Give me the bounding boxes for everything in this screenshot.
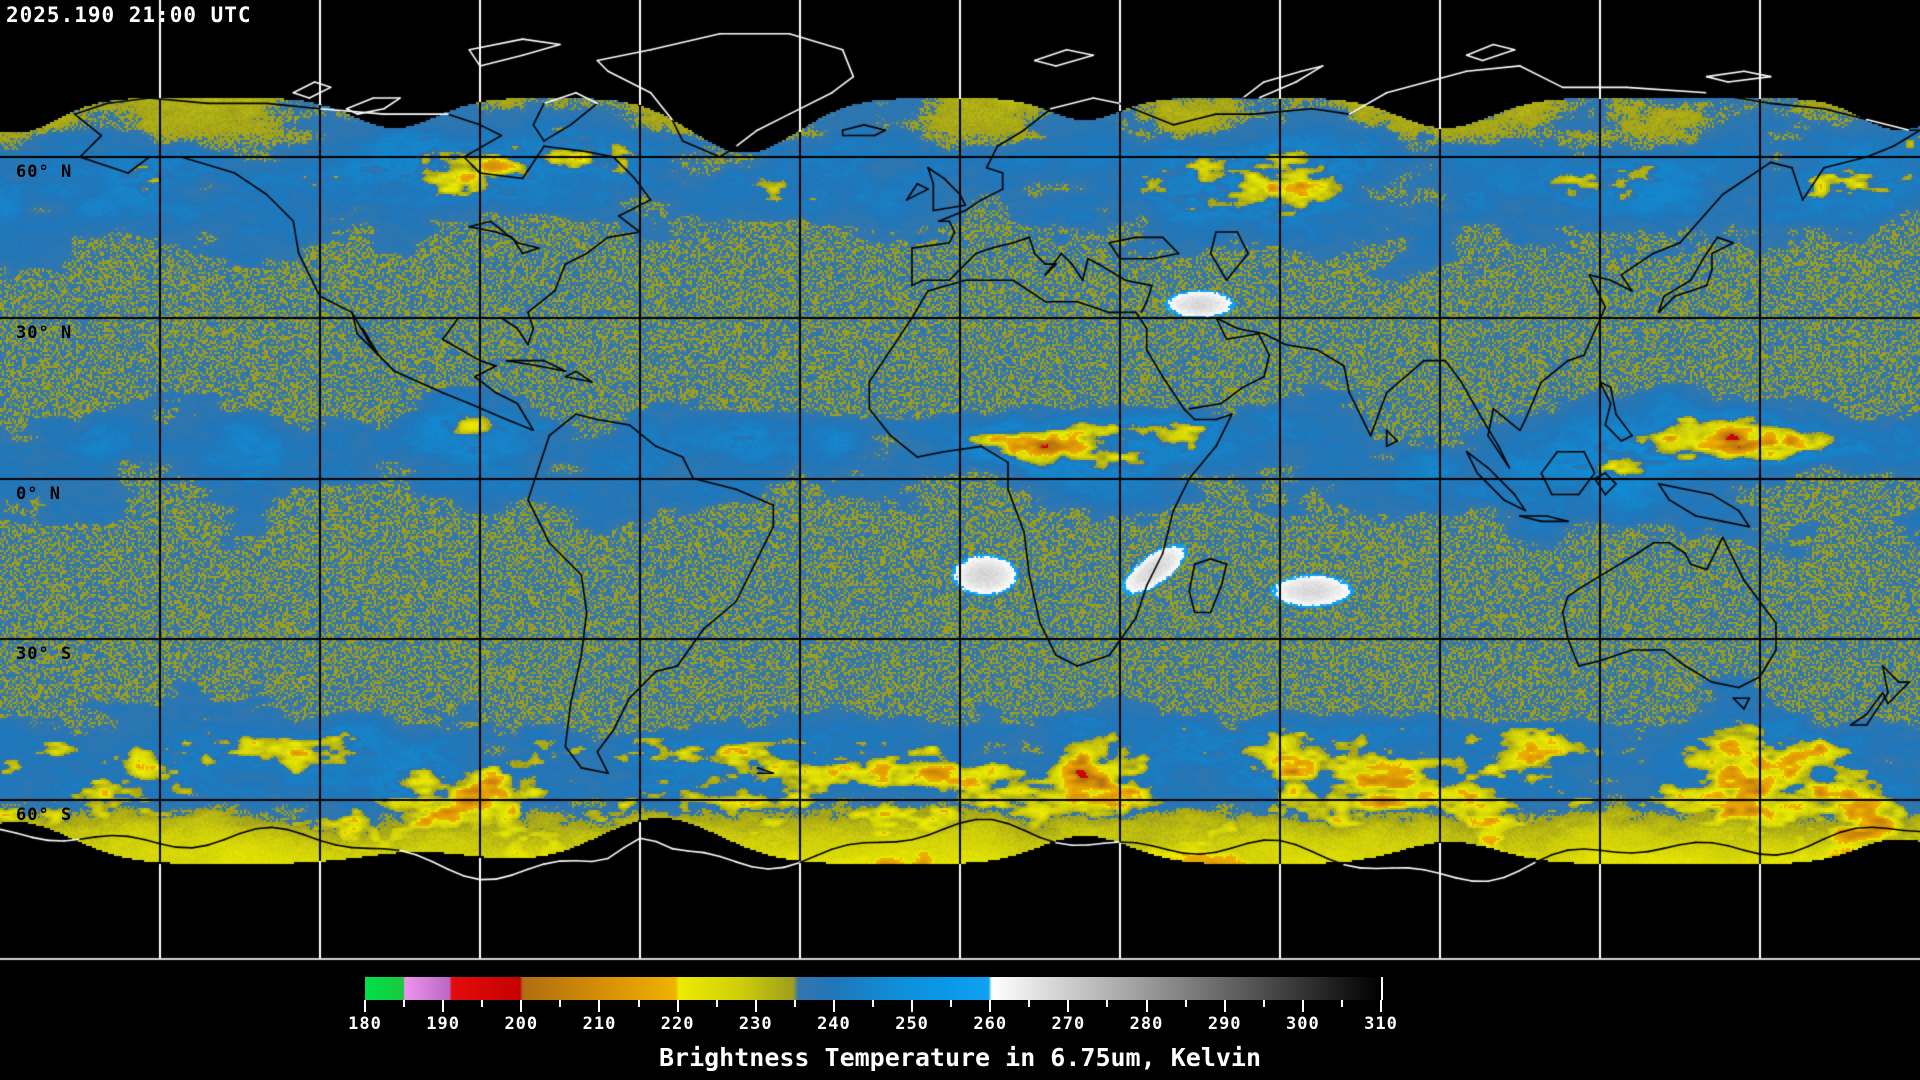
latitude-label: 60° S	[16, 804, 73, 825]
colorbar-tick-label: 290	[1207, 1014, 1242, 1034]
colorbar-tick	[715, 1000, 718, 1007]
colorbar-tick	[559, 1000, 562, 1007]
colorbar-tick-label: 220	[660, 1014, 695, 1034]
colorbar-tick-label: 190	[426, 1014, 460, 1034]
colorbar-tick	[1301, 1000, 1304, 1012]
colorbar-tick	[1380, 1000, 1382, 1012]
colorbar-tick	[832, 1000, 835, 1012]
colorbar-tick-label: 210	[582, 1014, 617, 1034]
colorbar-tick	[676, 1000, 679, 1012]
colorbar-tick	[598, 1000, 601, 1012]
colorbar-tick-label: 180	[348, 1014, 382, 1034]
colorbar: 180 190 200 210 220 230 240 250 260 270 280 290 300 3…	[348, 977, 1397, 1034]
latitude-label: 30° S	[16, 644, 73, 665]
colorbar-tick	[442, 1000, 445, 1012]
colorbar-tick	[637, 1000, 640, 1007]
colorbar-tick	[481, 1000, 484, 1007]
latitude-label: 30° N	[16, 322, 73, 343]
timestamp-label: 2025.190 21:00 UTC	[6, 3, 252, 27]
colorbar-tick-label: 250	[895, 1014, 929, 1034]
colorbar-tick	[1067, 1000, 1070, 1012]
colorbar-tick	[364, 1000, 366, 1012]
colorbar-tick	[950, 1000, 953, 1007]
colorbar-tick	[1340, 1000, 1343, 1007]
colorbar-tick	[754, 1000, 757, 1012]
colorbar-tick	[520, 1000, 523, 1012]
colorbar-tick	[1106, 1000, 1109, 1007]
colorbar-tick-label: 260	[973, 1014, 1008, 1034]
colorbar-tick-label: 280	[1129, 1014, 1164, 1034]
colorbar-tick	[989, 1000, 992, 1012]
colorbar-tick	[403, 1000, 406, 1007]
colorbar-tick-label: 270	[1051, 1014, 1086, 1034]
colorbar-tick	[793, 1000, 796, 1007]
latitude-label: 60° N	[16, 162, 73, 182]
colorbar-tick	[1028, 1000, 1031, 1007]
colorbar-tick	[1262, 1000, 1265, 1007]
colorbar-tick	[911, 1000, 914, 1012]
colorbar-tick	[872, 1000, 874, 1007]
colorbar-tick-label: 310	[1364, 1014, 1398, 1034]
colorbar-title: Brightness Temperature in 6.75um, Kelvin	[658, 1043, 1262, 1072]
colorbar-tick	[1184, 1000, 1187, 1007]
colorbar-tick	[1223, 1000, 1226, 1012]
colorbar-gradient	[365, 977, 1383, 1000]
colorbar-tick-label: 300	[1285, 1014, 1320, 1034]
colorbar-tick-label: 200	[504, 1014, 539, 1034]
latitude-label: 0° N	[16, 483, 61, 504]
colorbar-tick-label: 230	[738, 1014, 773, 1034]
colorbar-tick	[1145, 1000, 1148, 1012]
colorbar-tick-label: 240	[817, 1014, 851, 1034]
